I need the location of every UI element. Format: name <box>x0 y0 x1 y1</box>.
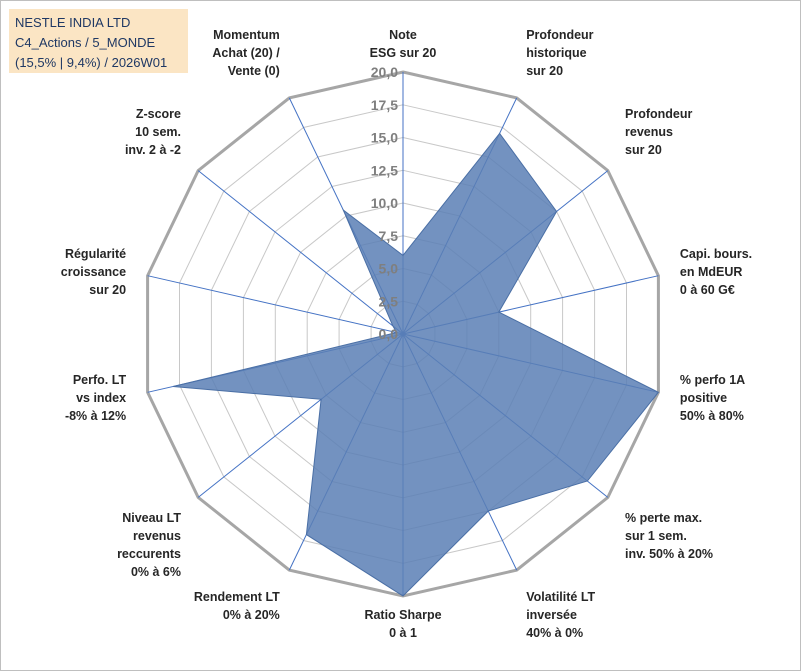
tick-label-6: 15,0 <box>371 130 398 146</box>
axis-label-7-line-1: 0 à 1 <box>389 626 417 640</box>
axis-label-13-line-1: Achat (20) / <box>212 46 280 60</box>
axis-label-2-line-0: Profondeur <box>625 107 692 121</box>
axis-label-2-line-1: revenus <box>625 125 673 139</box>
axis-label-3-line-1: en MdEUR <box>680 265 743 279</box>
axis-label-5: % perte max. sur 1 sem. inv. 50% à 20% <box>625 511 713 561</box>
tick-layer: 0,0 2,5 5,0 7,5 10,0 12,5 15,0 17,5 20,0 <box>371 64 398 342</box>
axis-label-0: Note ESG sur 20 <box>370 28 437 60</box>
axis-label-10-line-1: vs index <box>76 391 126 405</box>
series-layer <box>172 132 660 597</box>
axis-label-13: Momentum Achat (20) / Vente (0) <box>212 28 280 78</box>
axis-label-13-line-0: Momentum <box>213 28 280 42</box>
axis-label-0-line-1: ESG sur 20 <box>370 46 437 60</box>
tick-label-8: 20,0 <box>371 64 398 80</box>
axis-label-7-line-0: Ratio Sharpe <box>364 608 441 622</box>
axis-label-0-line-0: Note <box>389 28 417 42</box>
axis-label-9-line-3: 0% à 6% <box>131 565 181 579</box>
axis-label-5-line-2: inv. 50% à 20% <box>625 547 713 561</box>
axis-label-3: Capi. bours. en MdEUR 0 à 60 G€ <box>680 247 752 297</box>
tick-label-3: 7,5 <box>379 228 399 244</box>
axis-label-10-line-2: -8% à 12% <box>65 409 126 423</box>
axis-label-5-line-0: % perte max. <box>625 511 702 525</box>
axis-label-11-line-0: Régularité <box>65 247 126 261</box>
axis-label-6-line-0: Volatilité LT <box>526 590 595 604</box>
axis-label-7: Ratio Sharpe 0 à 1 <box>364 608 441 640</box>
chart-title-line-3: (15,5% | 9,4%) / 2026W01 <box>15 55 168 70</box>
axis-label-9: Niveau LT revenus reccurents 0% à 6% <box>117 511 181 579</box>
tick-label-0: 0,0 <box>379 326 399 342</box>
axis-label-9-line-2: reccurents <box>117 547 181 561</box>
series-area-0 <box>172 132 660 597</box>
axis-label-9-line-0: Niveau LT <box>122 511 181 525</box>
tick-label-1: 2,5 <box>379 293 399 309</box>
axis-label-6-line-1: inversée <box>526 608 577 622</box>
axis-label-12: Z-score 10 sem. inv. 2 à -2 <box>125 107 181 157</box>
axis-label-2-line-2: sur 20 <box>625 143 662 157</box>
tick-label-4: 10,0 <box>371 195 398 211</box>
axis-label-1: Profondeur historique sur 20 <box>526 28 593 78</box>
axis-label-10: Perfo. LT vs index -8% à 12% <box>65 373 127 423</box>
axis-spoke-12 <box>197 170 404 335</box>
axis-label-layer: Note ESG sur 20 Profondeur historique sur 20… <box>61 28 752 640</box>
axis-label-1-line-2: sur 20 <box>526 64 563 78</box>
tick-label-2: 5,0 <box>379 261 399 277</box>
axis-label-3-line-0: Capi. bours. <box>680 247 752 261</box>
axis-label-13-line-2: Vente (0) <box>228 64 280 78</box>
axis-label-6-line-2: 40% à 0% <box>526 626 583 640</box>
chart-title-box: NESTLE INDIA LTD C4_Actions / 5_MONDE (1… <box>9 9 188 73</box>
axis-label-8-line-0: Rendement LT <box>194 590 280 604</box>
axis-label-10-line-0: Perfo. LT <box>73 373 127 387</box>
axis-label-12-line-0: Z-score <box>136 107 181 121</box>
axis-label-1-line-0: Profondeur <box>526 28 593 42</box>
axis-label-11-line-1: croissance <box>61 265 126 279</box>
axis-label-9-line-1: revenus <box>133 529 181 543</box>
axis-label-4-line-0: % perfo 1A <box>680 373 745 387</box>
axis-label-8-line-1: 0% à 20% <box>223 608 280 622</box>
chart-title-line-2: C4_Actions / 5_MONDE <box>15 35 156 50</box>
axis-label-11-line-2: sur 20 <box>89 283 126 297</box>
axis-spoke-11 <box>147 275 404 335</box>
axis-label-4-line-2: 50% à 80% <box>680 409 744 423</box>
axis-label-4-line-1: positive <box>680 391 727 405</box>
axis-label-1-line-1: historique <box>526 46 586 60</box>
axis-label-4: % perfo 1A positive 50% à 80% <box>680 373 745 423</box>
axis-label-8: Rendement LT 0% à 20% <box>194 590 280 622</box>
chart-title-line-1: NESTLE INDIA LTD <box>15 15 131 30</box>
axis-label-12-line-2: inv. 2 à -2 <box>125 143 181 157</box>
axis-label-6: Volatilité LT inversée 40% à 0% <box>526 590 595 640</box>
tick-label-5: 12,5 <box>371 162 398 178</box>
axis-label-12-line-1: 10 sem. <box>135 125 181 139</box>
axis-label-11: Régularité croissance sur 20 <box>61 247 126 297</box>
tick-label-7: 17,5 <box>371 97 398 113</box>
axis-label-3-line-2: 0 à 60 G€ <box>680 283 735 297</box>
axis-label-5-line-1: sur 1 sem. <box>625 529 687 543</box>
axis-label-2: Profondeur revenus sur 20 <box>625 107 692 157</box>
